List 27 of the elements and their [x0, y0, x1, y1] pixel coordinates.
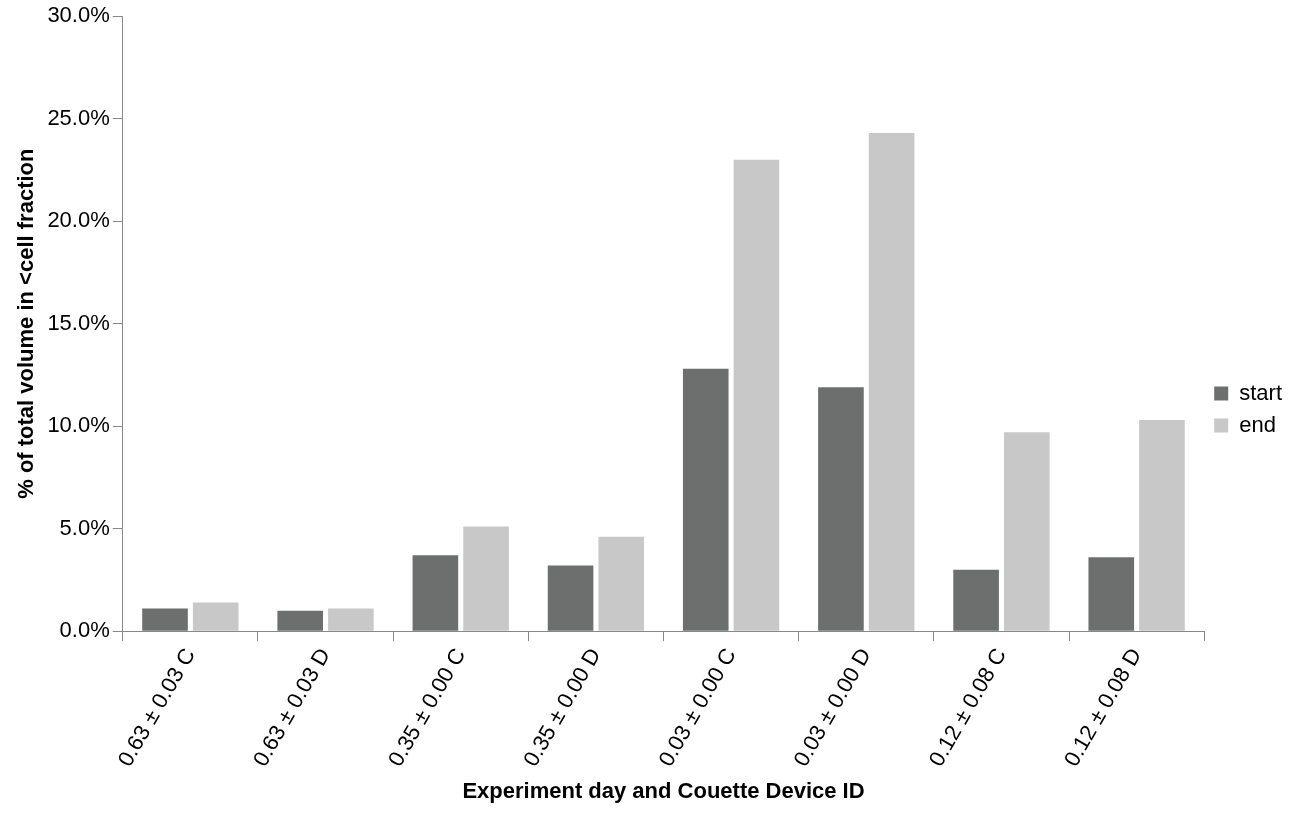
- legend-label: start: [1239, 379, 1283, 405]
- y-axis-title: % of total volume in <cell fraction: [13, 148, 39, 499]
- bar: [868, 133, 915, 631]
- y-tick-label: 25.0%: [47, 104, 110, 130]
- bar: [1003, 432, 1050, 631]
- y-tick-label: 15.0%: [47, 309, 110, 335]
- bar: [277, 610, 324, 631]
- y-tick-label: 10.0%: [47, 412, 110, 438]
- legend-label: end: [1239, 411, 1276, 437]
- bar: [598, 536, 645, 631]
- x-axis-title: Experiment day and Couette Device ID: [462, 777, 865, 803]
- bar: [1139, 420, 1185, 631]
- bar: [328, 608, 374, 631]
- bar: [733, 159, 780, 631]
- y-tick-label: 30.0%: [47, 2, 110, 28]
- bar: [953, 569, 999, 631]
- bar: [547, 565, 594, 631]
- bar: [1088, 557, 1135, 631]
- bar: [818, 387, 864, 631]
- bar: [142, 608, 188, 631]
- y-tick-label: 20.0%: [47, 207, 110, 233]
- y-tick-label: 5.0%: [59, 514, 110, 540]
- bar: [412, 555, 459, 631]
- bar: [463, 526, 509, 631]
- bar: [192, 602, 239, 631]
- bar: [682, 368, 729, 631]
- y-tick-label: 0.0%: [59, 617, 110, 643]
